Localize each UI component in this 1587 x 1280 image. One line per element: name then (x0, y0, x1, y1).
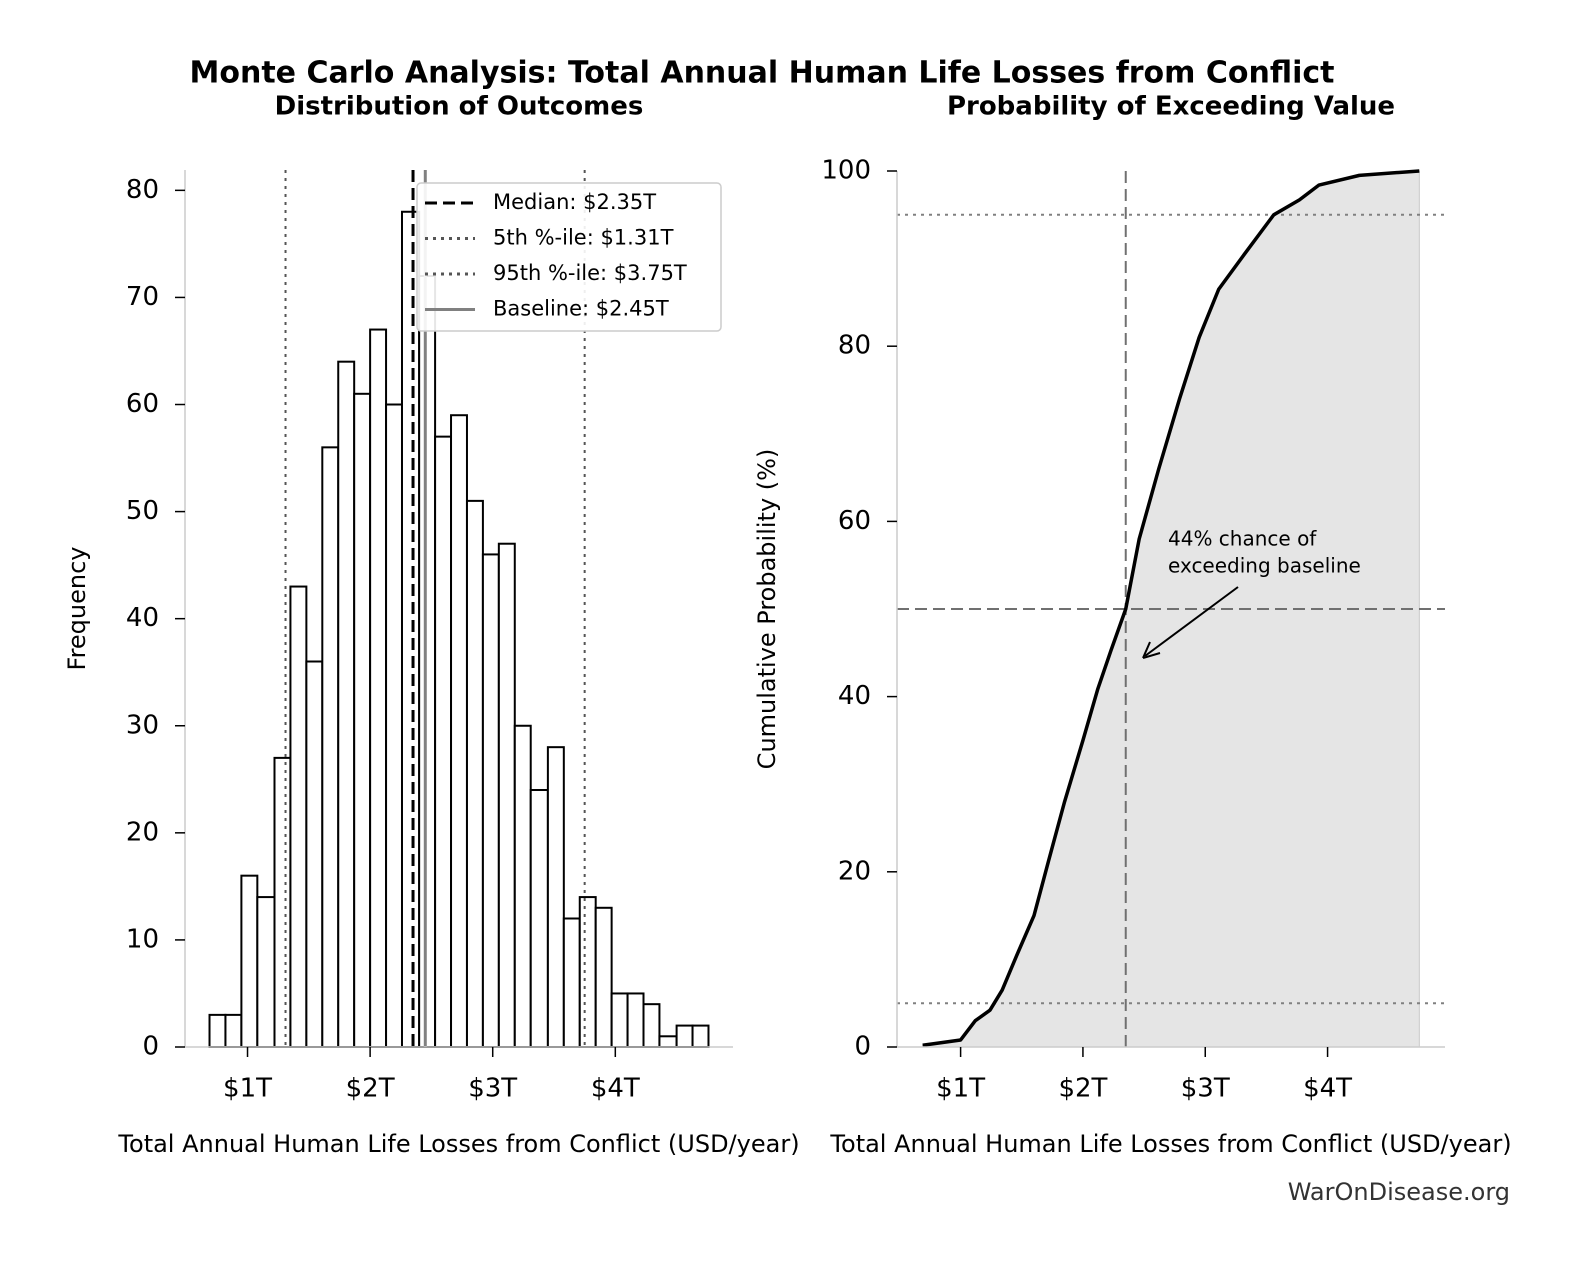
y-tick-label: 30 (126, 710, 159, 740)
cdf-line (922, 169, 1420, 1047)
annotation-text: 44% chance of (1168, 527, 1317, 551)
x-tick-label: $1T (223, 1074, 272, 1104)
legend-label: 95th %-ile: $3.75T (493, 261, 687, 285)
bar (465, 499, 484, 1048)
bar (642, 1003, 661, 1049)
subplot-title: Distribution of Outcomes (275, 92, 644, 122)
bar (546, 746, 565, 1049)
y-tick-label: 80 (126, 175, 159, 205)
bar (369, 328, 388, 1048)
bar (321, 446, 340, 1049)
y-tick-label: 10 (126, 924, 159, 954)
bar (240, 874, 259, 1049)
x-tick-label: $3T (468, 1074, 517, 1104)
y-tick-label: 70 (126, 282, 159, 312)
bar (658, 1035, 678, 1049)
y-tick-label: 60 (838, 506, 871, 536)
bar (385, 403, 403, 1048)
annotation-text: exceeding baseline (1168, 554, 1361, 578)
bar (289, 585, 308, 1048)
bar (497, 542, 516, 1048)
figure-title: Monte Carlo Analysis: Total Annual Human… (190, 56, 1335, 91)
legend-label: 5th %-ile: $1.31T (493, 226, 674, 250)
bar (513, 724, 532, 1048)
subplot: Probability of Exceeding Value Total Annu… (753, 92, 1512, 1159)
y-axis-label: Frequency (63, 547, 91, 671)
y-tick-label: 0 (854, 1032, 871, 1062)
bar (481, 553, 500, 1049)
bar (418, 275, 437, 1048)
bar (691, 1024, 710, 1048)
bar (610, 992, 629, 1049)
legend-label: Median: $2.35T (493, 190, 656, 214)
bar (529, 789, 549, 1048)
y-tick-label: 60 (126, 389, 159, 419)
y-tick-label: 40 (838, 681, 871, 711)
y-tick-label: 80 (838, 331, 871, 361)
subplot: Distribution of Outcomes Total Annual Hum… (63, 92, 800, 1159)
bar (578, 896, 597, 1048)
y-tick-label: 100 (821, 156, 871, 186)
x-axis-label: Total Annual Human Life Losses from Conf… (117, 1130, 799, 1158)
bar (337, 360, 356, 1048)
y-tick-label: 40 (126, 603, 159, 633)
y-tick-label: 0 (142, 1032, 159, 1062)
y-tick-label: 50 (126, 496, 159, 526)
bar (208, 1013, 227, 1049)
bar (675, 1024, 694, 1048)
bar (256, 896, 276, 1048)
legend-frame (416, 182, 722, 332)
x-axis-label: Total Annual Human Life Losses from Conf… (829, 1130, 1511, 1158)
bar (450, 414, 468, 1048)
bar (594, 906, 613, 1048)
legend: Median: $2.35T 5th %-ile: $1.31T 95th %-il… (416, 182, 722, 332)
x-tick-label: $3T (1181, 1074, 1230, 1104)
y-tick-label: 20 (126, 817, 159, 847)
legend-label: Baseline: $2.45T (493, 297, 669, 321)
annotation: 44% chance of exceeding baseline (1142, 527, 1361, 659)
footer: WarOnDisease.org (1288, 1178, 1510, 1206)
y-tick-label: 20 (838, 856, 871, 886)
x-tick-label: $1T (936, 1074, 985, 1104)
bar (353, 392, 372, 1048)
x-tick-label: $4T (1303, 1074, 1352, 1104)
subplot-title: Probability of Exceeding Value (947, 92, 1395, 122)
x-tick-label: $2T (346, 1074, 395, 1104)
bar (273, 756, 292, 1049)
x-tick-label: $2T (1058, 1074, 1107, 1104)
x-tick-label: $4T (591, 1074, 640, 1104)
bar (626, 992, 645, 1049)
annotation-arrow (1144, 586, 1239, 657)
bar (434, 435, 453, 1048)
y-axis-label: Cumulative Probability (%) (753, 449, 781, 770)
bar (305, 660, 324, 1048)
bar (400, 210, 421, 1048)
arrow-head (1142, 641, 1161, 659)
bar (562, 917, 581, 1048)
bar (224, 1013, 243, 1049)
